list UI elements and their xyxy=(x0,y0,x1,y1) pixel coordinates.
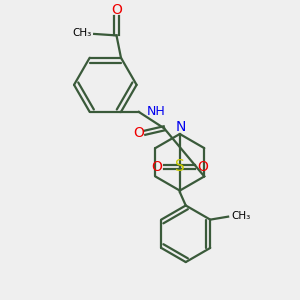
Text: O: O xyxy=(152,160,162,174)
Text: N: N xyxy=(175,120,186,134)
Text: CH₃: CH₃ xyxy=(231,211,250,221)
Text: O: O xyxy=(197,160,208,174)
Text: O: O xyxy=(133,126,144,140)
Text: O: O xyxy=(111,2,122,16)
Text: NH: NH xyxy=(147,105,166,119)
Text: CH₃: CH₃ xyxy=(72,28,91,38)
Text: S: S xyxy=(175,159,185,174)
